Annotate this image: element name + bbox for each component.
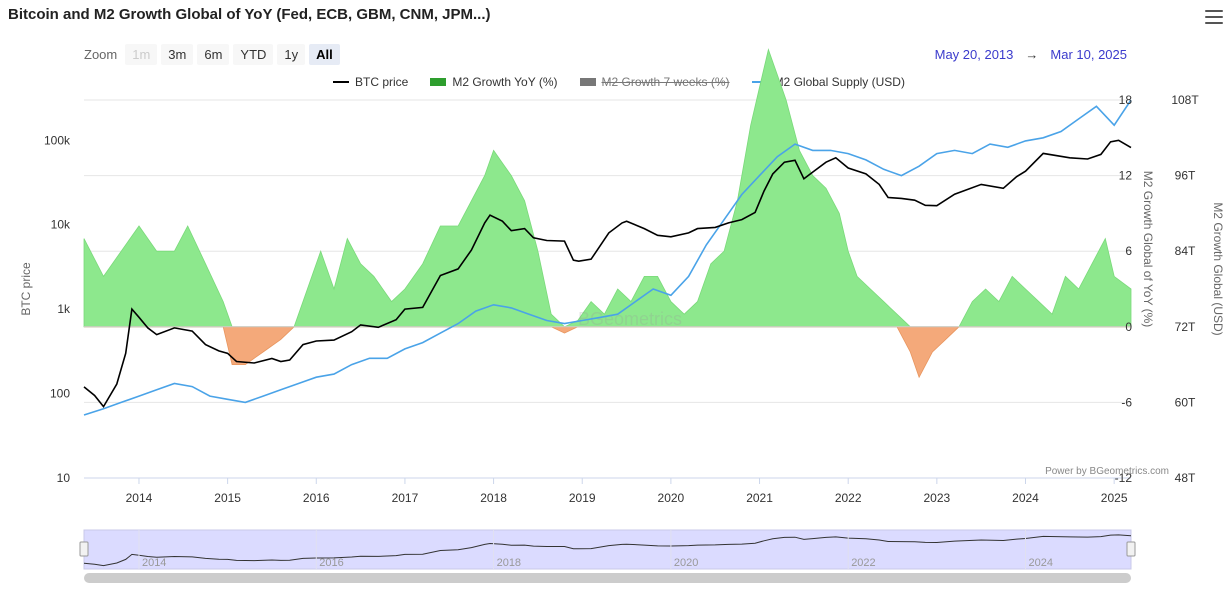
y-left-tick-label: 100k: [44, 133, 71, 147]
y-left-axis-title: BTC price: [19, 262, 33, 316]
btc-price-line: [83, 139, 1132, 409]
y-right-outer-tick-label: 96T: [1175, 169, 1196, 183]
x-tick-label: 2015: [214, 491, 241, 505]
grid: [84, 99, 1131, 479]
m2-negative-area: [84, 326, 1131, 379]
y-right-outer-tick-label: 108T: [1171, 93, 1199, 107]
menu-icon[interactable]: [1205, 10, 1223, 24]
zoom-label: Zoom: [84, 47, 118, 62]
zoom-button-1m[interactable]: 1m: [125, 44, 158, 65]
y-right-outer-tick-label: 48T: [1175, 471, 1196, 485]
legend-item-btc-price[interactable]: BTC price: [333, 75, 408, 89]
x-tick-label: 2025: [1101, 491, 1128, 505]
area-symbol-icon: [579, 78, 596, 86]
navigator: 2014 2016 2018 2020 2022 2024: [79, 529, 1136, 583]
zoom-button-ytd[interactable]: YTD: [233, 44, 274, 65]
y-right-inner-tick-label: 6: [1125, 244, 1132, 258]
legend-label: M2 Growth 7 weeks (%): [601, 75, 730, 89]
y-right-inner-tick-label: 12: [1119, 169, 1133, 183]
y-left-tick-label: 1k: [57, 302, 71, 316]
y-left-tick-label: 100: [50, 387, 70, 401]
credit-text[interactable]: Power by BGeometrics.com: [1045, 466, 1169, 477]
date-range: May 20, 2013 → Mar 10, 2025: [935, 47, 1127, 62]
date-arrow: →: [1025, 47, 1039, 62]
legend: BTC price M2 Growth YoY (%) M2 Growth 7 …: [333, 75, 905, 89]
x-tick-label: 2014: [126, 491, 153, 505]
x-tick-label: 2016: [303, 491, 330, 505]
x-axis: 2014 2015 2016 2017 2018 2019 2020 2021 2022 2023…: [84, 477, 1131, 505]
navigator-tick-label: 2020: [674, 557, 698, 569]
legend-item-m2-global-supply[interactable]: M2 Global Supply (USD): [751, 75, 905, 89]
x-tick-label: 2017: [392, 491, 419, 505]
watermark-text: BGeometrics: [578, 309, 682, 329]
y-right-inner-tick-label: -12: [1115, 471, 1133, 485]
x-tick-label: 2021: [746, 491, 773, 505]
zoom-button-3m[interactable]: 3m: [161, 44, 194, 65]
y-left-tick-label: 10: [57, 471, 71, 485]
navigator-tick-label: 2014: [142, 557, 166, 569]
y-axis-right-inner: -12 -6 0 6 12 18 M2 Growth Global of YoY (%): [1115, 93, 1155, 485]
legend-label: M2 Growth YoY (%): [452, 75, 558, 89]
y-right-inner-tick-label: 0: [1125, 320, 1132, 334]
navigator-tick-label: 2018: [497, 557, 521, 569]
y-axis-left: 10 100 1k 10k 100k BTC price: [19, 133, 71, 485]
m2-positive-area: [83, 48, 1132, 328]
x-tick-label: 2022: [835, 491, 862, 505]
legend-item-m2-growth-yoy[interactable]: M2 Growth YoY (%): [430, 75, 558, 89]
navigator-right-handle[interactable]: [1126, 541, 1136, 557]
y-right-inner-tick-label: -6: [1121, 395, 1132, 409]
navigator-tick-label: 2024: [1029, 557, 1053, 569]
watermark: BGeometrics: [578, 309, 682, 329]
legend-label: BTC price: [355, 75, 409, 89]
x-tick-label: 2020: [658, 491, 685, 505]
line-symbol-icon: [333, 81, 349, 83]
area-symbol-icon: [430, 78, 447, 86]
y-right-outer-tick-label: 60T: [1175, 395, 1196, 409]
line-symbol-icon: [751, 81, 768, 83]
y-axis-right-outer: 48T 60T 72T 84T 96T 108T M2 Growth Global (USD…: [1171, 93, 1225, 485]
chart-title: Bitcoin and M2 Growth Global of YoY (Fed…: [8, 6, 491, 23]
navigator-tick-label: 2016: [319, 557, 343, 569]
x-tick-label: 2019: [569, 491, 596, 505]
x-tick-label: 2023: [923, 491, 950, 505]
navigator-left-handle[interactable]: [79, 541, 89, 557]
legend-label: M2 Global Supply (USD): [773, 75, 905, 89]
legend-item-m2-growth-7-weeks[interactable]: M2 Growth 7 weeks (%): [579, 75, 730, 89]
zoom-button-all[interactable]: All: [309, 44, 340, 65]
y-left-tick-label: 10k: [51, 218, 71, 232]
m2-supply-line: [83, 99, 1132, 416]
date-to[interactable]: Mar 10, 2025: [1050, 47, 1127, 62]
date-from[interactable]: May 20, 2013: [934, 47, 1014, 62]
y-right-outer-tick-label: 72T: [1175, 320, 1196, 334]
x-tick-label: 2018: [480, 491, 507, 505]
y-right-inner-axis-title: M2 Growth Global of YoY (%): [1141, 171, 1155, 328]
navigator-series: [83, 534, 1132, 567]
navigator-scrollbar[interactable]: [84, 573, 1131, 583]
y-right-outer-axis-title: M2 Growth Global (USD): [1211, 202, 1225, 335]
y-right-outer-tick-label: 84T: [1175, 244, 1196, 258]
x-tick-label: 2024: [1012, 491, 1039, 505]
y-right-inner-tick-label: 18: [1119, 93, 1133, 107]
zoom-button-6m[interactable]: 6m: [197, 44, 230, 65]
navigator-mask: [83, 529, 1132, 570]
zoom-button-1y[interactable]: 1y: [277, 44, 306, 65]
navigator-tick-label: 2022: [851, 557, 875, 569]
zoom-toolbar: Zoom 1m 3m 6m YTD 1y All: [84, 44, 340, 65]
